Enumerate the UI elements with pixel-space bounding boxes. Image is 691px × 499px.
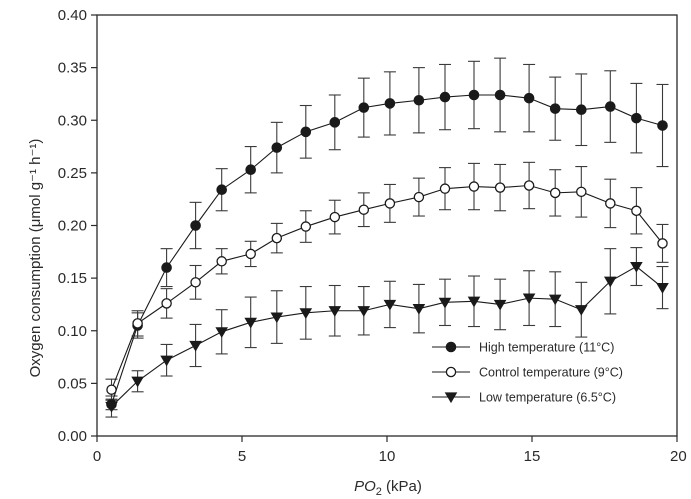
high-temp-point bbox=[494, 89, 506, 101]
legend-label-control-temp: Control temperature (9°C) bbox=[479, 366, 623, 380]
low-temp-point bbox=[493, 299, 507, 311]
y-tick-label: 0.40 bbox=[58, 7, 87, 24]
high-temp-point bbox=[358, 102, 370, 113]
y-tick-label: 0.10 bbox=[58, 323, 87, 340]
control-temp-point bbox=[576, 186, 587, 198]
low-temp-point bbox=[522, 293, 536, 305]
control-temp-point bbox=[358, 204, 370, 215]
control-temp-point bbox=[190, 277, 201, 288]
control-temp-point bbox=[549, 187, 561, 199]
high-temp-point bbox=[413, 94, 425, 106]
y-tick-label: 0.15 bbox=[58, 270, 87, 287]
high-temp-point bbox=[161, 262, 172, 273]
low-temp-point bbox=[357, 306, 371, 317]
y-tick-label: 0.30 bbox=[58, 112, 87, 129]
low-temp-point bbox=[575, 305, 588, 316]
low-temp-point bbox=[131, 376, 144, 388]
low-temp-point bbox=[630, 261, 643, 273]
low-temp-point bbox=[438, 297, 452, 309]
high-temp-point bbox=[657, 120, 668, 131]
low-temp-point bbox=[215, 327, 228, 338]
x-axis-title-subscript: 2 bbox=[376, 486, 382, 498]
legend-marker-low-temp bbox=[444, 392, 458, 404]
control-temp-point bbox=[161, 298, 172, 309]
low-temp-point bbox=[656, 282, 669, 294]
x-tick-label: 0 bbox=[93, 448, 101, 465]
control-temp-point bbox=[439, 183, 451, 194]
low-temp-point bbox=[328, 306, 342, 317]
x-tick-label: 5 bbox=[238, 448, 246, 465]
low-temp-point bbox=[548, 294, 562, 306]
control-temp-line bbox=[110, 184, 663, 390]
low-temp-point bbox=[299, 308, 313, 319]
control-temp-point bbox=[300, 221, 312, 232]
control-temp-point bbox=[605, 198, 616, 209]
high-temp-point bbox=[245, 164, 256, 176]
control-temp-point bbox=[523, 180, 535, 191]
high-temp-line bbox=[110, 94, 663, 405]
high-temp-point bbox=[300, 126, 312, 138]
control-temp-point bbox=[494, 182, 506, 193]
low-temp-point bbox=[105, 401, 118, 413]
legend-label-high-temp: High temperature (11°C) bbox=[479, 341, 614, 355]
control-temp-point bbox=[216, 256, 227, 267]
control-temp-point bbox=[132, 318, 143, 329]
low-temp-point bbox=[270, 312, 284, 324]
high-temp-point bbox=[605, 101, 616, 112]
x-axis-title-unit: (kPa) bbox=[382, 478, 422, 495]
high-temp-point bbox=[523, 92, 535, 104]
control-temp-point bbox=[245, 248, 256, 260]
y-tick-label: 0.00 bbox=[58, 428, 87, 445]
legend: High temperature (11°C) Control temperatu… bbox=[432, 341, 623, 405]
x-tick-label: 10 bbox=[379, 448, 396, 465]
control-temp-point bbox=[106, 384, 117, 395]
legend-marker-high-temp bbox=[445, 341, 457, 353]
low-temp-point bbox=[189, 340, 202, 352]
x-tick-label: 20 bbox=[670, 448, 687, 465]
high-temp-point bbox=[468, 89, 480, 101]
high-temp-point bbox=[190, 220, 201, 231]
x-axis-title-main: PO bbox=[354, 478, 376, 495]
control-temp-point bbox=[468, 181, 480, 192]
y-tick-label: 0.05 bbox=[58, 375, 87, 392]
low-temp-point bbox=[244, 317, 257, 329]
y-tick-label: 0.35 bbox=[58, 60, 87, 77]
control-temp-point bbox=[413, 191, 425, 203]
legend-marker-control-temp bbox=[445, 366, 457, 378]
legend-label-low-temp: Low temperature (6.5°C) bbox=[479, 391, 616, 405]
low-temp-point bbox=[467, 296, 481, 308]
high-temp-point bbox=[271, 142, 283, 153]
control-temp-point bbox=[631, 205, 642, 217]
high-temp-point bbox=[631, 112, 642, 124]
low-temp-point bbox=[412, 304, 426, 315]
control-temp-point bbox=[384, 198, 396, 209]
high-temp-point bbox=[329, 117, 341, 128]
low-temp-point bbox=[383, 299, 397, 311]
x-axis-title: PO2 (kPa) bbox=[354, 478, 422, 498]
control-temp-point bbox=[271, 232, 283, 244]
control-temp-point bbox=[657, 238, 668, 249]
axes: 0.00 0.05 0.10 0.15 0.20 0.25 0.30 0.35 0.40 0 5 10… bbox=[58, 7, 687, 465]
high-temp-point bbox=[439, 91, 451, 103]
y-tick-label: 0.25 bbox=[58, 165, 87, 182]
y-axis-title: Oxygen consumption (μmol g⁻¹ h⁻¹) bbox=[27, 139, 44, 378]
high-temp-point bbox=[549, 103, 561, 114]
axis-titles: Oxygen consumption (μmol g⁻¹ h⁻¹) PO2 (k… bbox=[27, 139, 422, 498]
series-markers bbox=[105, 89, 669, 413]
low-temp-point bbox=[604, 276, 617, 288]
series-lines bbox=[110, 94, 663, 407]
x-tick-label: 15 bbox=[524, 448, 541, 465]
y-tick-label: 0.20 bbox=[58, 218, 87, 235]
low-temp-point bbox=[160, 355, 173, 367]
high-temp-point bbox=[576, 104, 587, 116]
high-temp-point bbox=[216, 184, 227, 196]
high-temp-point bbox=[384, 98, 396, 109]
control-temp-point bbox=[329, 211, 341, 223]
